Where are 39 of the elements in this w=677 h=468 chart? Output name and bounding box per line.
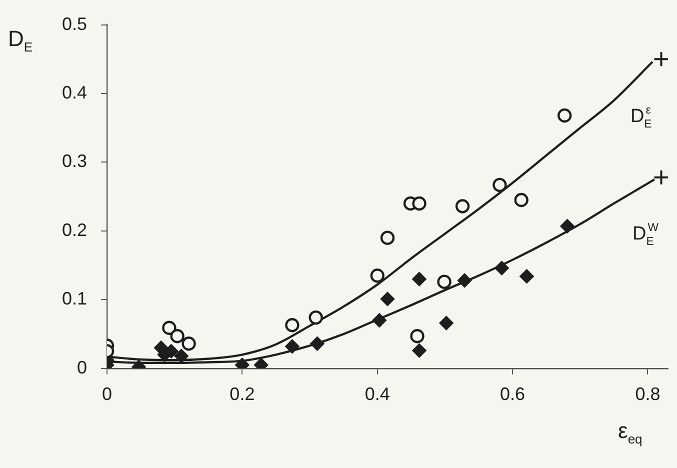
point [174,349,188,364]
point [370,268,384,283]
point [439,316,454,330]
point [410,329,424,344]
point [412,344,426,358]
point [514,192,528,208]
point [310,336,324,351]
y-tick-label: 0.5 [62,14,88,34]
point [492,178,507,192]
point [437,274,452,289]
x-tick-label: 0.4 [364,384,390,404]
x-axis-title: ε$_{eq}$ [618,418,642,446]
y-axis-title: D$_{E}$ [8,26,33,54]
point [162,320,176,335]
point [412,272,426,286]
y-tick-label: 0.4 [62,82,88,102]
point [380,230,395,245]
point [182,336,196,351]
x-tick-label: 0.2 [230,384,255,404]
point [520,269,534,284]
x-tick-label: 0.8 [635,384,660,404]
point [494,261,509,276]
point [560,219,574,234]
point [170,329,184,344]
point [557,108,572,123]
point [455,199,470,214]
point [380,292,395,306]
y-tick-label: 0 [77,357,88,378]
point [412,196,426,211]
point [285,318,300,332]
y-tick-label: 0.3 [62,151,88,172]
point [458,273,472,288]
point [308,310,323,325]
x-tick-label: 0 [102,384,112,404]
point [285,339,300,354]
y-tick-label: 0.2 [62,220,88,240]
x-tick-label: 0.6 [500,384,526,404]
point [372,313,386,328]
y-tick-label: 0.1 [62,288,88,309]
